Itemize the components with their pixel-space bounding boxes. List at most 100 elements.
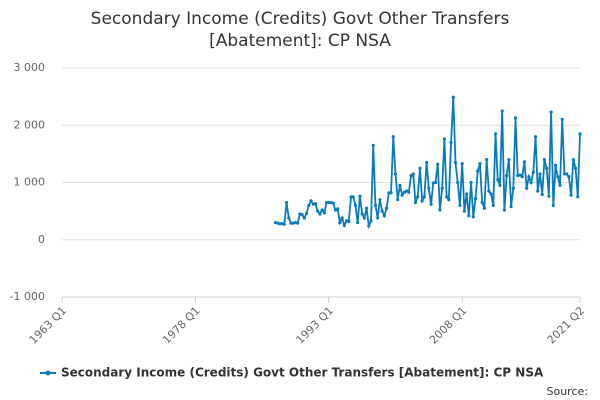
point xyxy=(340,216,344,220)
point xyxy=(567,175,571,179)
point xyxy=(320,208,324,212)
point xyxy=(324,200,329,205)
point xyxy=(569,193,573,197)
y-tick-label: 1 000 xyxy=(14,176,46,189)
source: Source: xyxy=(547,385,589,398)
point xyxy=(542,158,547,162)
point xyxy=(296,221,300,225)
point xyxy=(336,207,340,211)
point xyxy=(313,202,318,206)
point xyxy=(307,203,311,207)
point xyxy=(358,194,362,198)
point xyxy=(360,212,364,216)
point xyxy=(411,172,415,176)
point xyxy=(533,135,538,139)
point xyxy=(562,172,567,176)
point xyxy=(282,222,286,226)
point xyxy=(545,166,549,170)
point xyxy=(278,222,282,226)
point xyxy=(509,204,513,209)
point xyxy=(493,132,498,136)
x-tick-label: 1978 Q1 xyxy=(160,304,203,347)
point xyxy=(451,95,455,99)
point xyxy=(460,162,464,166)
point xyxy=(447,198,451,202)
point xyxy=(353,203,358,207)
point xyxy=(522,160,527,164)
point xyxy=(525,186,529,190)
point xyxy=(476,169,480,173)
point xyxy=(456,180,460,185)
point xyxy=(349,195,353,199)
point xyxy=(316,209,320,213)
point xyxy=(445,195,449,199)
point xyxy=(458,203,462,207)
point xyxy=(409,174,413,178)
y-tick-label: -1 000 xyxy=(10,290,45,303)
point xyxy=(420,199,424,203)
point xyxy=(338,220,342,225)
point xyxy=(498,183,502,187)
point xyxy=(482,206,487,210)
point xyxy=(513,116,518,120)
point xyxy=(565,172,569,176)
point xyxy=(518,173,522,177)
point xyxy=(356,220,360,225)
point xyxy=(347,219,351,224)
point xyxy=(387,191,391,195)
point xyxy=(369,219,373,223)
point xyxy=(389,191,393,195)
point xyxy=(558,183,562,187)
point xyxy=(571,158,575,162)
point xyxy=(467,214,471,218)
point xyxy=(507,158,511,162)
point xyxy=(531,170,535,174)
point xyxy=(491,203,495,207)
point xyxy=(425,160,429,165)
point xyxy=(529,180,533,185)
point xyxy=(302,216,306,220)
point xyxy=(327,200,331,205)
point xyxy=(400,193,404,197)
point xyxy=(391,135,395,139)
y-tick-label: 2 000 xyxy=(14,118,46,131)
x-tick-label: 1993 Q1 xyxy=(293,304,336,347)
x-tick-label: 2021 Q2 xyxy=(545,304,588,347)
point xyxy=(422,195,426,199)
point xyxy=(378,198,382,202)
point xyxy=(511,186,515,190)
y-tick-label: 3 000 xyxy=(14,61,46,74)
point xyxy=(453,160,458,165)
point xyxy=(398,183,402,187)
point xyxy=(373,203,378,207)
point xyxy=(553,163,558,167)
chart-title: Secondary Income (Credits) Govt Other Tr… xyxy=(90,9,510,51)
point xyxy=(462,209,466,213)
point xyxy=(480,200,484,205)
point xyxy=(473,196,478,201)
point xyxy=(331,201,335,205)
point xyxy=(407,190,411,194)
point xyxy=(436,162,440,166)
point xyxy=(429,202,433,206)
point xyxy=(478,162,482,166)
point xyxy=(469,180,473,185)
point xyxy=(527,175,531,179)
y-tick-label: 0 xyxy=(38,233,45,246)
point xyxy=(287,216,291,220)
point xyxy=(284,200,289,205)
point xyxy=(367,224,371,228)
point xyxy=(380,209,384,213)
point xyxy=(393,172,398,176)
point xyxy=(342,223,346,228)
point xyxy=(376,216,380,220)
point xyxy=(576,195,580,199)
point xyxy=(549,110,553,114)
point xyxy=(578,132,582,136)
point xyxy=(520,175,524,179)
legend-marker xyxy=(45,370,51,376)
point xyxy=(318,212,322,216)
point xyxy=(465,192,469,196)
point xyxy=(536,189,540,193)
